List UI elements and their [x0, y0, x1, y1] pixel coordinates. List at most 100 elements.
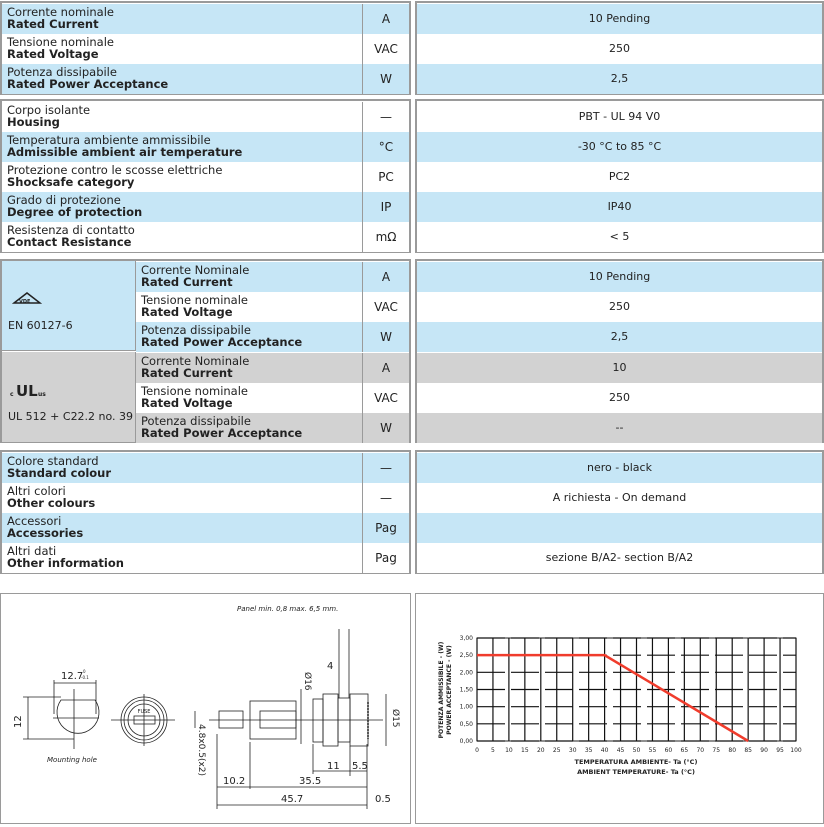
unit-cell: IP — [362, 192, 409, 222]
certification-standard: UL 512 + C22.2 no. 39 — [8, 410, 133, 423]
dim-10-2: 10.2 — [223, 776, 245, 787]
value-cell: -30 °C to 85 °C — [417, 132, 822, 162]
value-row: -- — [417, 413, 822, 443]
x-tick-label: 45 — [617, 747, 625, 754]
x-tick-label: 50 — [633, 747, 641, 754]
dim-12-7: 12.7 — [61, 671, 83, 682]
y-tick-label: 3,00 — [460, 635, 474, 642]
label-english: Rated Voltage — [141, 397, 248, 409]
label-english: Rated Power Acceptance — [141, 427, 302, 439]
value-row: PC2 — [417, 162, 822, 192]
y-tick-label: 1,00 — [460, 704, 474, 711]
label-english: Rated Voltage — [7, 48, 114, 60]
unit-cell: Pag — [362, 543, 409, 573]
mounting-hole-label: Mounting hole — [47, 756, 97, 764]
x-tick-label: 20 — [537, 747, 545, 754]
value-row: 10 Pending — [417, 262, 822, 292]
label-english: Other colours — [7, 497, 95, 509]
unit-cell: W — [362, 322, 409, 352]
vde-logo-icon: VDE — [12, 291, 42, 307]
label-english: Rated Power Acceptance — [7, 78, 168, 90]
dim-5-5: 5.5 — [352, 761, 368, 772]
derating-line — [477, 655, 748, 741]
x-axis-label-italian: TEMPERATURA AMBIENTE- Ta (°C) — [575, 758, 698, 766]
value-cell: 10 — [417, 353, 822, 383]
x-axis-label-english: AMBIENT TEMPERATURE- Ta (°C) — [577, 768, 695, 776]
unit-cell: mΩ — [362, 222, 409, 252]
unit-cell: W — [362, 64, 409, 94]
value-row: -30 °C to 85 °C — [417, 132, 822, 162]
label-english: Rated Voltage — [141, 306, 248, 318]
y-tick-label: 1,50 — [460, 687, 474, 694]
label-english: Shocksafe category — [7, 176, 222, 188]
svg-text:c: c — [10, 391, 14, 398]
unit-cell: VAC — [362, 292, 409, 322]
value-row: nero - black — [417, 453, 822, 483]
unit-cell: A — [362, 353, 409, 383]
x-tick-label: 70 — [696, 747, 704, 754]
label-english: Admissible ambient air temperature — [7, 146, 242, 158]
x-tick-label: 55 — [649, 747, 657, 754]
fuse-cap-text: FUSE — [138, 709, 151, 715]
unit-cell: Pag — [362, 513, 409, 543]
value-row: A richiesta - On demand — [417, 483, 822, 513]
dim-d16: Ø16 — [302, 672, 313, 691]
value-cell: IP40 — [417, 192, 822, 222]
dim-0-5: 0.5 — [375, 794, 391, 805]
value-cell: 250 — [417, 34, 822, 64]
x-tick-label: 10 — [505, 747, 513, 754]
value-cell: < 5 — [417, 222, 822, 252]
dimension-drawing-panel: Panel min. 0,8 max. 6,5 mm. 12.7 0 -0.1 … — [0, 593, 411, 824]
x-tick-label: 25 — [553, 747, 561, 754]
x-tick-label: 75 — [712, 747, 720, 754]
x-tick-label: 30 — [569, 747, 577, 754]
y-tick-label: 0,50 — [460, 721, 474, 728]
value-cell: 10 Pending — [417, 262, 822, 292]
svg-text:VDE: VDE — [19, 299, 31, 305]
label-english: Degree of protection — [7, 206, 142, 218]
label-english: Standard colour — [7, 467, 111, 479]
value-cell: PBT - UL 94 V0 — [417, 102, 822, 132]
value-cell: 2,5 — [417, 322, 822, 352]
x-tick-label: 5 — [491, 747, 495, 754]
value-row: 10 Pending — [417, 4, 822, 34]
dim-tab: 4.8x0.5(x2) — [196, 724, 206, 776]
label-english: Contact Resistance — [7, 236, 135, 248]
label-english: Rated Current — [141, 367, 249, 379]
value-cell: 250 — [417, 383, 822, 413]
dim-4: 4 — [327, 661, 333, 672]
value-row: 250 — [417, 292, 822, 322]
value-row: sezione B/A2- section B/A2 — [417, 543, 822, 573]
label-english: Rated Current — [7, 18, 114, 30]
dim-d15: Ø15 — [390, 709, 401, 728]
dim-12: 12 — [13, 715, 24, 728]
value-row: IP40 — [417, 192, 822, 222]
value-row: < 5 — [417, 222, 822, 252]
value-cell: 10 Pending — [417, 4, 822, 34]
label-english: Rated Current — [141, 276, 249, 288]
value-row — [417, 513, 822, 543]
